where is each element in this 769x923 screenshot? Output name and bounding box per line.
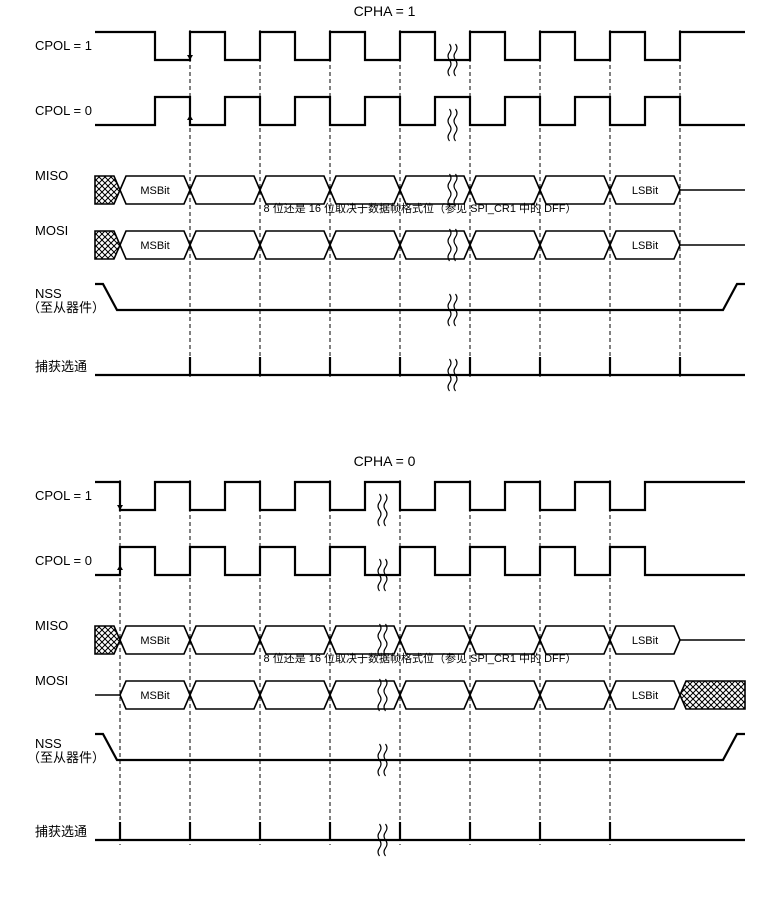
data-bit: [190, 176, 260, 204]
data-bit: [260, 231, 330, 259]
clock-cpol1: [95, 482, 745, 510]
signal-label: MISO: [35, 618, 68, 633]
signal-label: CPOL = 0: [35, 553, 92, 568]
data-bit: [330, 176, 400, 204]
spi-timing-diagram: CPHA = 1 CPOL = 1 CPOL = 0 MISO MSBit LSBit 8 …: [0, 0, 769, 923]
data-bit: [400, 681, 470, 709]
signal-label: CPOL = 0: [35, 103, 92, 118]
signal-label: NSS: [35, 286, 62, 301]
signal-sublabel: （至从器件）: [27, 750, 105, 765]
signal-label: CPOL = 1: [35, 488, 92, 503]
svg-text:MSBit: MSBit: [140, 185, 169, 197]
signal-label: MISO: [35, 168, 68, 183]
time-break: [448, 174, 457, 206]
panel-title: CPHA = 0: [354, 453, 416, 469]
data-bit: [330, 626, 400, 654]
data-bit: [260, 176, 330, 204]
data-bit: [540, 231, 610, 259]
svg-text:MSBit: MSBit: [140, 635, 169, 647]
hatch-end: [680, 681, 745, 709]
time-break: [378, 679, 387, 711]
data-bit: [190, 681, 260, 709]
time-break: [448, 109, 457, 141]
clock-cpol0: [95, 97, 745, 125]
hatch-start: [95, 176, 120, 204]
svg-text:LSBit: LSBit: [632, 185, 658, 197]
data-bit: [540, 176, 610, 204]
data-bit: [540, 681, 610, 709]
svg-text:MSBit: MSBit: [140, 240, 169, 252]
signal-sublabel: （至从器件）: [27, 300, 105, 315]
signal-label: 捕获选通: [35, 824, 87, 839]
time-break: [378, 494, 387, 526]
frame-format-note: 8 位还是 16 位取决于数据帧格式位（参见 SPI_CR1 中的 DFF）: [264, 201, 577, 215]
data-bit: [260, 626, 330, 654]
signal-label: CPOL = 1: [35, 38, 92, 53]
data-bit: [470, 681, 540, 709]
hatch-start: [95, 626, 120, 654]
data-bit: [400, 176, 470, 204]
time-break: [448, 229, 457, 261]
svg-text:LSBit: LSBit: [632, 635, 658, 647]
frame-format-note: 8 位还是 16 位取决于数据帧格式位（参见 SPI_CR1 中的 DFF）: [264, 651, 577, 665]
signal-label: 捕获选通: [35, 359, 87, 374]
data-bit: [190, 231, 260, 259]
panel-title: CPHA = 1: [354, 3, 416, 19]
signal-label: NSS: [35, 736, 62, 751]
clock-cpol0: [95, 547, 745, 575]
svg-text:LSBit: LSBit: [632, 240, 658, 252]
data-bit: [470, 231, 540, 259]
signal-label: MOSI: [35, 673, 68, 688]
data-bit: [400, 231, 470, 259]
data-bit: [190, 626, 260, 654]
hatch-start: [95, 231, 120, 259]
svg-text:LSBit: LSBit: [632, 690, 658, 702]
time-break: [378, 624, 387, 656]
data-bit: [330, 681, 400, 709]
data-bit: [330, 231, 400, 259]
data-bit: [540, 626, 610, 654]
data-bit: [470, 626, 540, 654]
signal-label: MOSI: [35, 223, 68, 238]
data-bit: [470, 176, 540, 204]
svg-text:MSBit: MSBit: [140, 690, 169, 702]
data-bit: [260, 681, 330, 709]
data-bit: [400, 626, 470, 654]
